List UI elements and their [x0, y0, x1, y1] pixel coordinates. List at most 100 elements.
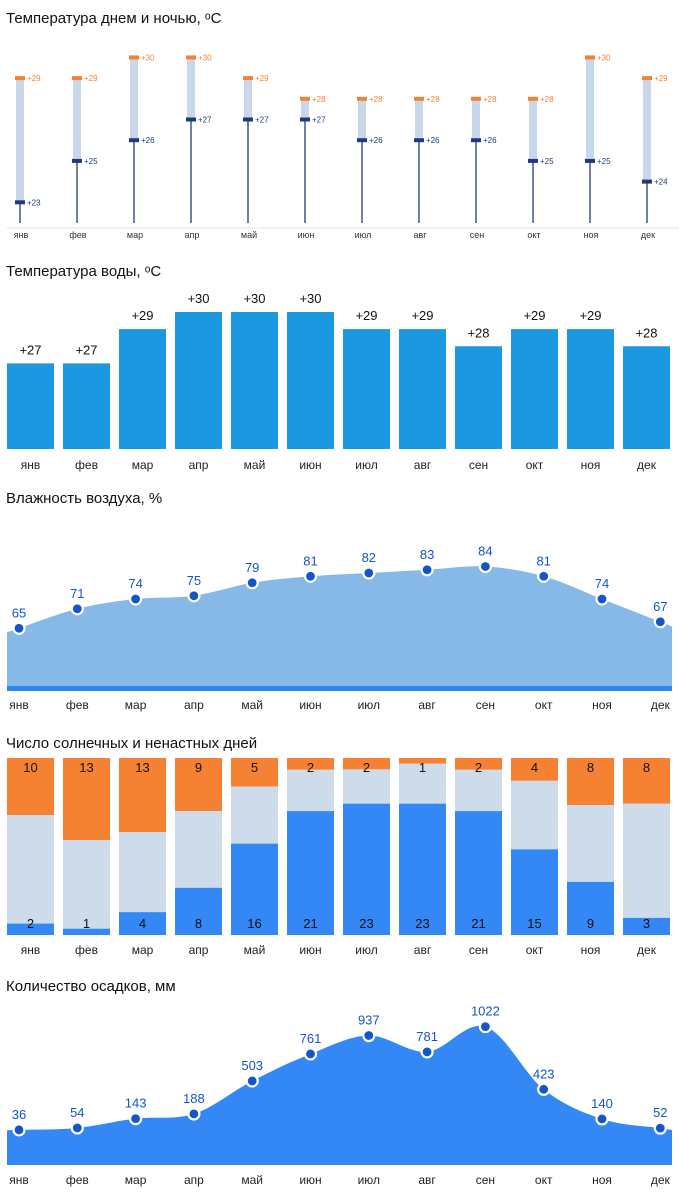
water-chart: +27 янв +27 фев +29 мар +30 апр +30 май +30 июн +29 и… — [7, 291, 670, 472]
precipitation-point — [70, 1121, 84, 1135]
water-value-label: +29 — [523, 308, 545, 323]
water-value-label: +29 — [355, 308, 377, 323]
sunny-days-bar — [7, 923, 54, 935]
month-label: сен — [470, 230, 485, 240]
night-marker — [642, 179, 652, 184]
days-section: Число солнечных и ненастных дней 10 2 янв 1… — [0, 725, 679, 975]
night-marker — [186, 117, 196, 122]
precipitation-value-label: 1022 — [471, 1004, 500, 1019]
water-value-label: +30 — [187, 291, 209, 306]
humidity-point — [187, 589, 201, 603]
water-value-label: +27 — [75, 342, 97, 357]
humidity-chart: 65 янв 71 фев 74 мар 75 апр 79 май 81 июн 82 июл 83 авг… — [7, 544, 672, 712]
day-marker — [300, 96, 310, 101]
cloudy-days-bar — [119, 832, 166, 913]
water-bar — [623, 346, 670, 449]
night-temp-label: +25 — [597, 157, 611, 166]
humidity-value-label: 81 — [303, 553, 317, 568]
night-temp-label: +26 — [483, 136, 497, 145]
month-label: июн — [299, 698, 321, 712]
night-temp-label: +27 — [198, 116, 212, 125]
precipitation-point — [537, 1082, 551, 1096]
precipitation-value-label: 36 — [12, 1107, 26, 1122]
month-label: авг — [414, 458, 432, 472]
cloudy-days-bar — [287, 769, 334, 812]
day-temp-label: +28 — [483, 95, 497, 104]
sunny-days-label: 16 — [247, 916, 261, 931]
month-label: янв — [14, 230, 29, 240]
rainy-days-label: 13 — [79, 760, 93, 775]
month-label: мар — [132, 458, 154, 472]
precipitation-value-label: 503 — [241, 1058, 263, 1073]
rainy-days-bar — [455, 758, 502, 770]
day-temp-label: +29 — [84, 74, 98, 83]
water-value-label: +29 — [131, 308, 153, 323]
month-label: авг — [418, 698, 436, 712]
day-marker — [129, 55, 139, 60]
humidity-value-label: 84 — [478, 544, 492, 559]
month-label: сен — [476, 1173, 495, 1187]
month-label: фев — [66, 698, 89, 712]
humidity-baseline — [7, 686, 672, 691]
sunny-days-label: 3 — [643, 916, 650, 931]
humidity-value-label: 82 — [362, 550, 376, 565]
cloudy-days-bar — [175, 811, 222, 888]
water-bar — [455, 346, 502, 449]
humidity-point — [537, 569, 551, 583]
night-marker — [129, 138, 139, 143]
month-label: апр — [184, 1173, 204, 1187]
night-marker — [243, 117, 253, 122]
night-marker — [414, 138, 424, 143]
cloudy-days-bar — [399, 763, 446, 804]
sunny-days-bar — [175, 887, 222, 935]
humidity-value-label: 79 — [245, 560, 259, 575]
rainy-days-label: 4 — [531, 760, 538, 775]
temperature-chart: +29 +23 янв +29 +25 фев +30 +26 мар +30 +27 апр +29 +… — [7, 53, 679, 240]
day-marker — [414, 96, 424, 101]
sunny-days-bar — [343, 803, 390, 935]
rainy-days-label: 2 — [363, 760, 370, 775]
days-chart-title: Число солнечных и ненастных дней — [6, 735, 258, 752]
temperature-chart-title: Температура днем и ночью, ᵒC — [6, 10, 222, 27]
temperature-range-bar — [586, 57, 594, 161]
temperature-range-bar — [643, 78, 651, 182]
month-label: июл — [355, 458, 377, 472]
water-bar — [567, 329, 614, 449]
month-label: апр — [184, 698, 204, 712]
precipitation-point — [478, 1020, 492, 1034]
sunny-days-bar — [231, 843, 278, 935]
humidity-point — [653, 615, 667, 629]
sunny-days-label: 9 — [587, 916, 594, 931]
month-label: мар — [125, 1173, 147, 1187]
water-value-label: +29 — [579, 308, 601, 323]
water-value-label: +27 — [19, 342, 41, 357]
night-temp-label: +23 — [27, 198, 41, 207]
humidity-point — [70, 602, 84, 616]
precipitation-value-label: 52 — [653, 1105, 667, 1120]
month-label: фев — [75, 458, 98, 472]
night-temp-label: +26 — [426, 136, 440, 145]
humidity-value-label: 75 — [187, 573, 201, 588]
cloudy-days-bar — [511, 780, 558, 850]
precipitation-value-label: 423 — [533, 1066, 555, 1081]
temperature-range-bar — [244, 78, 252, 120]
day-temp-label: +29 — [654, 74, 668, 83]
cloudy-days-bar — [567, 805, 614, 882]
rainy-days-bar — [623, 758, 670, 804]
month-label: мар — [132, 943, 154, 957]
cloudy-days-bar — [455, 769, 502, 812]
month-label: фев — [75, 943, 98, 957]
month-label: янв — [9, 698, 29, 712]
month-label: авг — [413, 230, 427, 240]
month-label: мар — [125, 698, 147, 712]
month-label: фев — [69, 230, 86, 240]
precipitation-point — [303, 1047, 318, 1061]
day-marker — [357, 96, 367, 101]
day-temp-label: +30 — [141, 53, 155, 62]
humidity-point — [362, 566, 376, 580]
month-label: июн — [299, 458, 321, 472]
temperature-range-bar — [130, 57, 138, 141]
day-marker — [528, 96, 538, 101]
water-bar — [343, 329, 390, 449]
night-temp-label: +27 — [255, 116, 269, 125]
